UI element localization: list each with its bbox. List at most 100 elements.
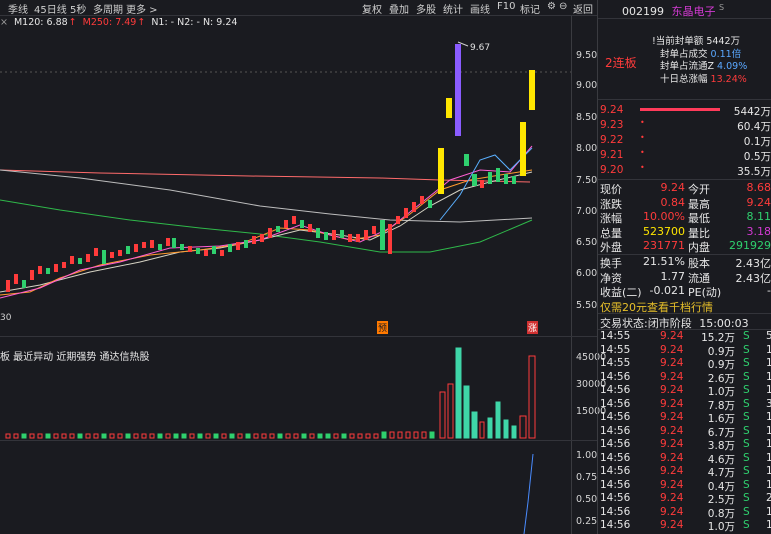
stock-header: 002199 东晶电子 S <box>622 3 724 19</box>
order-dot: • <box>640 148 645 157</box>
seal-float-label: 封单占流通Z <box>660 61 715 72</box>
zoom-out-icon[interactable]: ⊖ <box>559 1 568 12</box>
toolbar-more[interactable]: 更多 > <box>126 5 158 16</box>
close-icon[interactable]: × <box>0 17 8 28</box>
limit-board-info: !当前封单额 5442万 封单占成交 0.11倍 封单占流通Z 4.09% 十日… <box>652 36 747 86</box>
ma10-line <box>0 169 533 296</box>
up-arrow-icon: ↑ <box>68 17 77 28</box>
tick-row: 14:56 9.24 2.6万 S 1 <box>600 370 771 385</box>
indicator-tick: 0.25 <box>576 516 598 527</box>
toolbar-multi-stock[interactable]: 多股 <box>416 5 436 16</box>
ma60-line <box>0 199 533 253</box>
ma3-line <box>439 147 533 221</box>
stats-table: 换手 21.51% 股本 2.43亿 净资 1.77 流通 2.43亿 收益(二… <box>600 255 771 299</box>
candles <box>6 44 535 292</box>
stats-row: 换手 21.51% 股本 2.43亿 <box>600 255 771 270</box>
toolbar-f10[interactable]: F10 <box>497 1 516 12</box>
stats-value: 1.77 <box>660 269 686 283</box>
volume-chart[interactable] <box>0 340 572 440</box>
seal-amount-label: !当前封单额 <box>652 36 704 47</box>
ma250-label: M250: 7.49 <box>82 17 137 28</box>
stock-name[interactable]: 东晶电子 <box>671 5 716 18</box>
toolbar-draw[interactable]: 画线 <box>470 5 490 16</box>
stock-flag: S <box>719 3 725 12</box>
stats-label: 流通 <box>688 271 710 285</box>
quote-row: 涨幅 10.00% 最低 8.11 <box>600 210 771 225</box>
toolbar-stats[interactable]: 统计 <box>443 5 463 16</box>
indicator-chart[interactable] <box>0 442 572 534</box>
toolbar-overlay[interactable]: 叠加 <box>389 5 409 16</box>
order-volume: 0.5万 <box>743 151 771 163</box>
tick-row: 14:56 9.24 2.5万 S 2 <box>600 492 771 506</box>
quote-value: 8.68 <box>746 181 771 194</box>
limit-up-marker: 涨 <box>527 321 539 334</box>
volume-bars <box>5 347 536 439</box>
seal-ratio-label: 封单占成交 <box>660 48 708 60</box>
gear-icon[interactable]: ⚙ <box>547 1 556 12</box>
chart-toolbar: 季线 45日线 5秒 多周期 更多 > 复权 叠加 多股 统计 画线 F10 标… <box>0 0 597 16</box>
stats-label: 股本 <box>688 257 710 270</box>
ten-day-label: 十日总涨幅 <box>660 73 708 85</box>
order-volume-bar <box>640 108 720 111</box>
tick-row: 14:55 9.24 0.9万 S 1 <box>600 357 771 371</box>
tick-row: 14:55 9.24 15.2万 S 5 <box>600 330 771 344</box>
tick-row: 14:56 9.24 7.8万 S 3 <box>600 397 771 412</box>
price-tick: 6.00 <box>576 268 598 279</box>
ma250-line <box>0 169 531 183</box>
tick-row: 14:55 9.24 0.9万 S 1 <box>600 343 771 358</box>
seal-amount-value: 5442万 <box>706 36 741 47</box>
toolbar-mark[interactable]: 标记 <box>520 5 540 16</box>
quote-row: 涨跌 0.84 最高 9.24 <box>600 196 771 211</box>
quote-label: 今开 <box>688 183 710 196</box>
up-arrow-icon: ↑ <box>137 17 146 28</box>
kline-chart[interactable]: 9.67 <box>0 30 572 335</box>
quote-row: 外盘 231771 内盘 291929 <box>600 239 771 254</box>
price-axis-divider <box>571 16 572 534</box>
seal-ratio-value: 0.11倍 <box>710 48 742 60</box>
price-tick: 6.50 <box>576 237 598 248</box>
quote-label: 外盘 <box>600 241 622 254</box>
indicator-tick: 0.75 <box>576 472 598 483</box>
ma120-line <box>0 169 533 223</box>
price-tick: 9.00 <box>576 80 598 91</box>
ma20-line <box>0 171 533 293</box>
toolbar-season-line[interactable]: 季线 <box>8 5 28 16</box>
toolbar-back[interactable]: 返回 <box>573 5 593 16</box>
stats-label: 净资 <box>600 271 622 285</box>
quote-value: 291929 <box>729 239 771 252</box>
toolbar-multi-period[interactable]: 多周期 <box>93 5 123 16</box>
order-price: 9.23 <box>600 119 624 131</box>
order-volume: 5442万 <box>733 106 771 118</box>
stock-code: 002199 <box>622 5 664 18</box>
order-price: 9.20 <box>600 164 624 176</box>
divider <box>598 329 771 330</box>
volume-caption: 板 最近异动 近期强势 通达信热股 <box>0 352 150 363</box>
pane-divider <box>0 336 597 337</box>
quote-value: 10.00% <box>643 210 685 223</box>
ten-day-value: 13.24% <box>710 73 747 85</box>
order-volume: 0.1万 <box>743 136 771 148</box>
seal-float-value: 4.09% <box>717 61 748 72</box>
date-label: 30 <box>0 313 12 323</box>
quote-value: 0.84 <box>660 195 686 209</box>
stats-row: 收益(二) -0.021 PE(动) - <box>600 284 771 299</box>
tick-row: 14:56 9.24 3.8万 S 1 <box>600 438 771 452</box>
toolbar-45day-line[interactable]: 45日线 <box>34 5 67 16</box>
stats-value: - <box>767 284 771 297</box>
volume-tick: 45000 <box>576 352 607 363</box>
pre-marker: 预 <box>377 321 389 334</box>
level2-promo-link[interactable]: 仅需20元查看千档行情 <box>600 301 713 314</box>
divider <box>598 254 771 255</box>
toolbar-adjust[interactable]: 复权 <box>362 5 382 16</box>
high-price-pointer <box>457 41 469 47</box>
toolbar-5sec[interactable]: 5秒 <box>70 5 87 16</box>
divider <box>598 179 771 180</box>
quote-label: 最低 <box>688 212 710 225</box>
order-dot: • <box>640 118 645 127</box>
trade-status: 交易状态:闭市阶段 15:00:03 <box>600 315 749 331</box>
quote-row: 现价 9.24 今开 8.68 <box>600 181 771 196</box>
quote-value: 231771 <box>643 239 685 252</box>
stats-value: 2.43亿 <box>735 257 771 270</box>
trade-status-label: 交易状态: <box>600 317 648 330</box>
tick-row: 14:56 9.24 4.7万 S 1 <box>600 465 771 479</box>
